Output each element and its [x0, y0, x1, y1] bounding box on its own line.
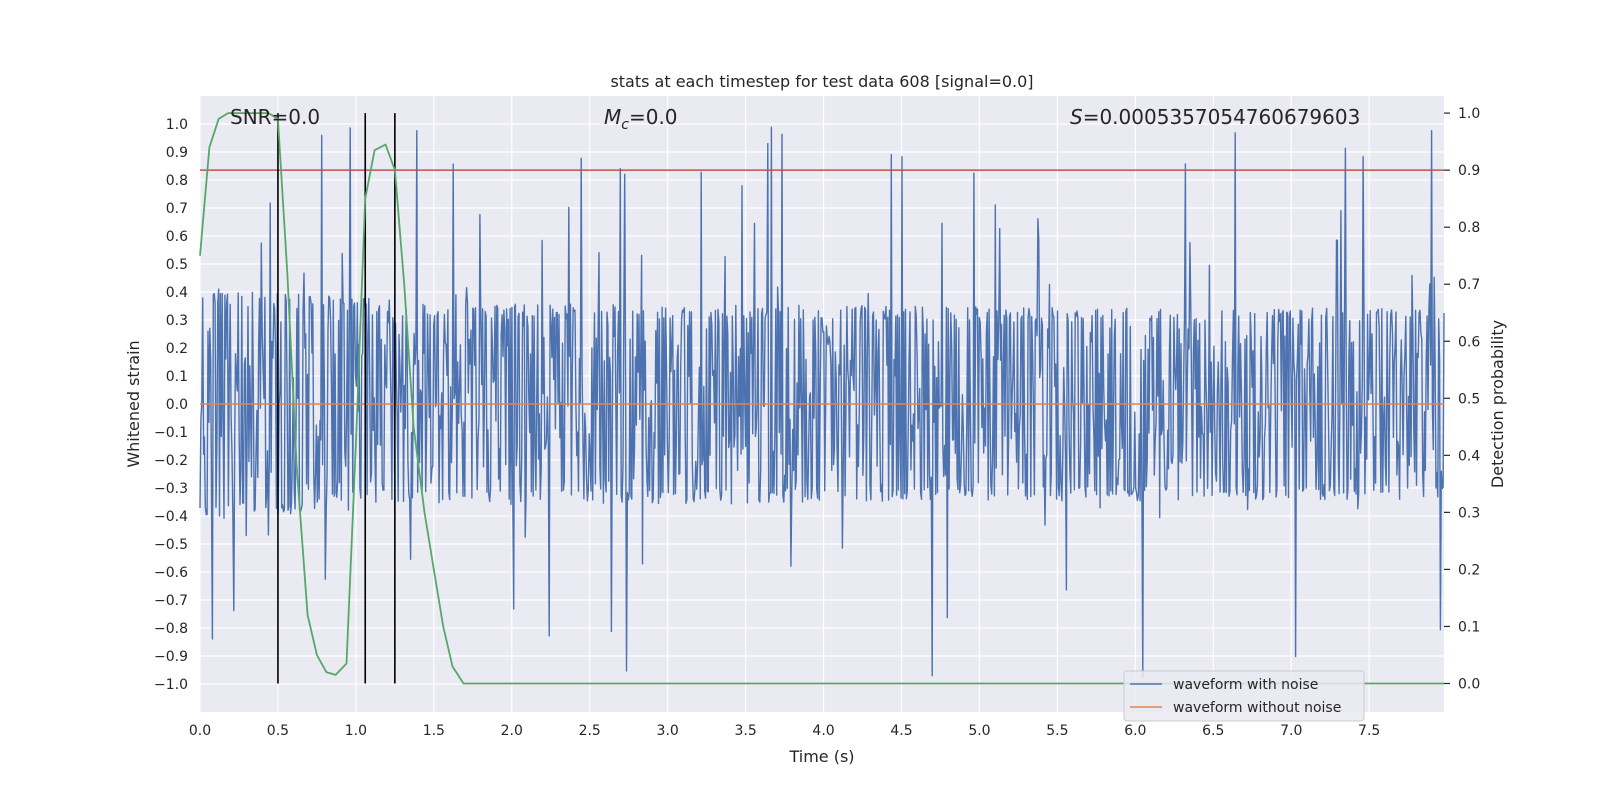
y-tick-label-left: −0.1	[154, 425, 188, 441]
y-tick-label-left: −0.2	[154, 453, 188, 469]
y-tick-label-left: −0.8	[154, 621, 188, 637]
data-layer	[199, 112, 1445, 685]
series-waveform-with-noise	[199, 126, 1445, 678]
x-tick-label: 4.5	[890, 723, 912, 739]
y-tick-label-right: 0.7	[1458, 277, 1480, 293]
y-tick-label-left: 0.8	[166, 173, 188, 189]
x-tick-label: 3.0	[657, 723, 679, 739]
x-tick-label: 1.5	[423, 723, 445, 739]
axes: 0.0 0.5 1.0 1.5 2.0 2.5 3.0 3.5 4.0 4.5 5.0 5.5 6.0 6…	[154, 106, 1480, 739]
y-tick-label-left: 1.0	[166, 117, 188, 133]
legend-box	[1123, 670, 1365, 722]
y-tick-label-left: 0.2	[166, 341, 188, 357]
y-tick-label-right: 0.2	[1458, 562, 1480, 578]
y-tick-label-left: −0.3	[154, 481, 188, 497]
y-tick-label-right: 0.4	[1458, 448, 1480, 464]
y-tick-label-right: 1.0	[1458, 106, 1480, 122]
x-tick-label: 5.5	[1046, 723, 1068, 739]
s-symbol: S	[1070, 105, 1083, 129]
y-tick-label-left: 0.5	[166, 257, 188, 273]
y-tick-label-right: 0.6	[1458, 334, 1480, 350]
legend-label-noisy: waveform with noise	[1173, 677, 1318, 693]
x-tick-label: 6.0	[1124, 723, 1146, 739]
x-tick-label: 1.0	[345, 723, 367, 739]
x-tick-label: 2.0	[501, 723, 523, 739]
y-tick-label-left: 0.3	[166, 313, 188, 329]
y-tick-label-right: 0.1	[1458, 619, 1480, 635]
y-tick-label-right: 0.9	[1458, 163, 1480, 179]
y-tick-label-left: 0.7	[166, 201, 188, 217]
legend: waveform with noise waveform without noi…	[1123, 670, 1365, 722]
y-axis-label-right: Detection probability	[1488, 320, 1507, 488]
y-tick-label-left: 0.6	[166, 229, 188, 245]
y-tick-label-left: −1.0	[154, 677, 188, 693]
mc-value: =0.0	[629, 105, 678, 129]
y-tick-label-right: 0.5	[1458, 391, 1480, 407]
chart-title: stats at each timestep for test data 608…	[610, 72, 1033, 91]
y-axis-label-left: Whitened strain	[124, 340, 143, 467]
x-tick-label: 4.0	[812, 723, 834, 739]
y-tick-label-left: 0.1	[166, 369, 188, 385]
x-tick-label: 7.0	[1280, 723, 1302, 739]
x-tick-label: 0.0	[189, 723, 211, 739]
legend-label-clean: waveform without noise	[1173, 700, 1341, 716]
y-tick-label-right: 0.0	[1458, 676, 1480, 692]
x-tick-label: 6.5	[1202, 723, 1224, 739]
y-tick-label-right: 0.3	[1458, 505, 1480, 521]
y-tick-label-left: −0.9	[154, 649, 188, 665]
annotation-chirp-mass: Mc=0.0	[604, 105, 678, 133]
y-tick-label-left: −0.5	[154, 537, 188, 553]
annotation-statistic: S=0.0005357054760679603	[1070, 105, 1360, 129]
y-tick-label-left: 0.9	[166, 145, 188, 161]
series-detection-probability	[199, 112, 1444, 685]
y-tick-label-left: 0.4	[166, 285, 188, 301]
y-tick-label-right: 0.8	[1458, 220, 1480, 236]
y-tick-label-left: 0.0	[166, 397, 188, 413]
mc-subscript: c	[621, 117, 629, 133]
mc-symbol: M	[604, 105, 621, 129]
y-tick-label-left: −0.7	[154, 593, 188, 609]
y-tick-label-left: −0.6	[154, 565, 188, 581]
x-tick-label: 0.5	[267, 723, 289, 739]
y-tick-label-left: −0.4	[154, 509, 188, 525]
x-tick-label: 3.5	[734, 723, 756, 739]
x-axis-label: Time (s)	[788, 747, 854, 766]
x-tick-label: 2.5	[579, 723, 601, 739]
annotation-snr: SNR=0.0	[230, 105, 320, 129]
x-tick-label: 7.5	[1358, 723, 1380, 739]
x-tick-label: 5.0	[968, 723, 990, 739]
s-value: =0.0005357054760679603	[1083, 105, 1361, 129]
